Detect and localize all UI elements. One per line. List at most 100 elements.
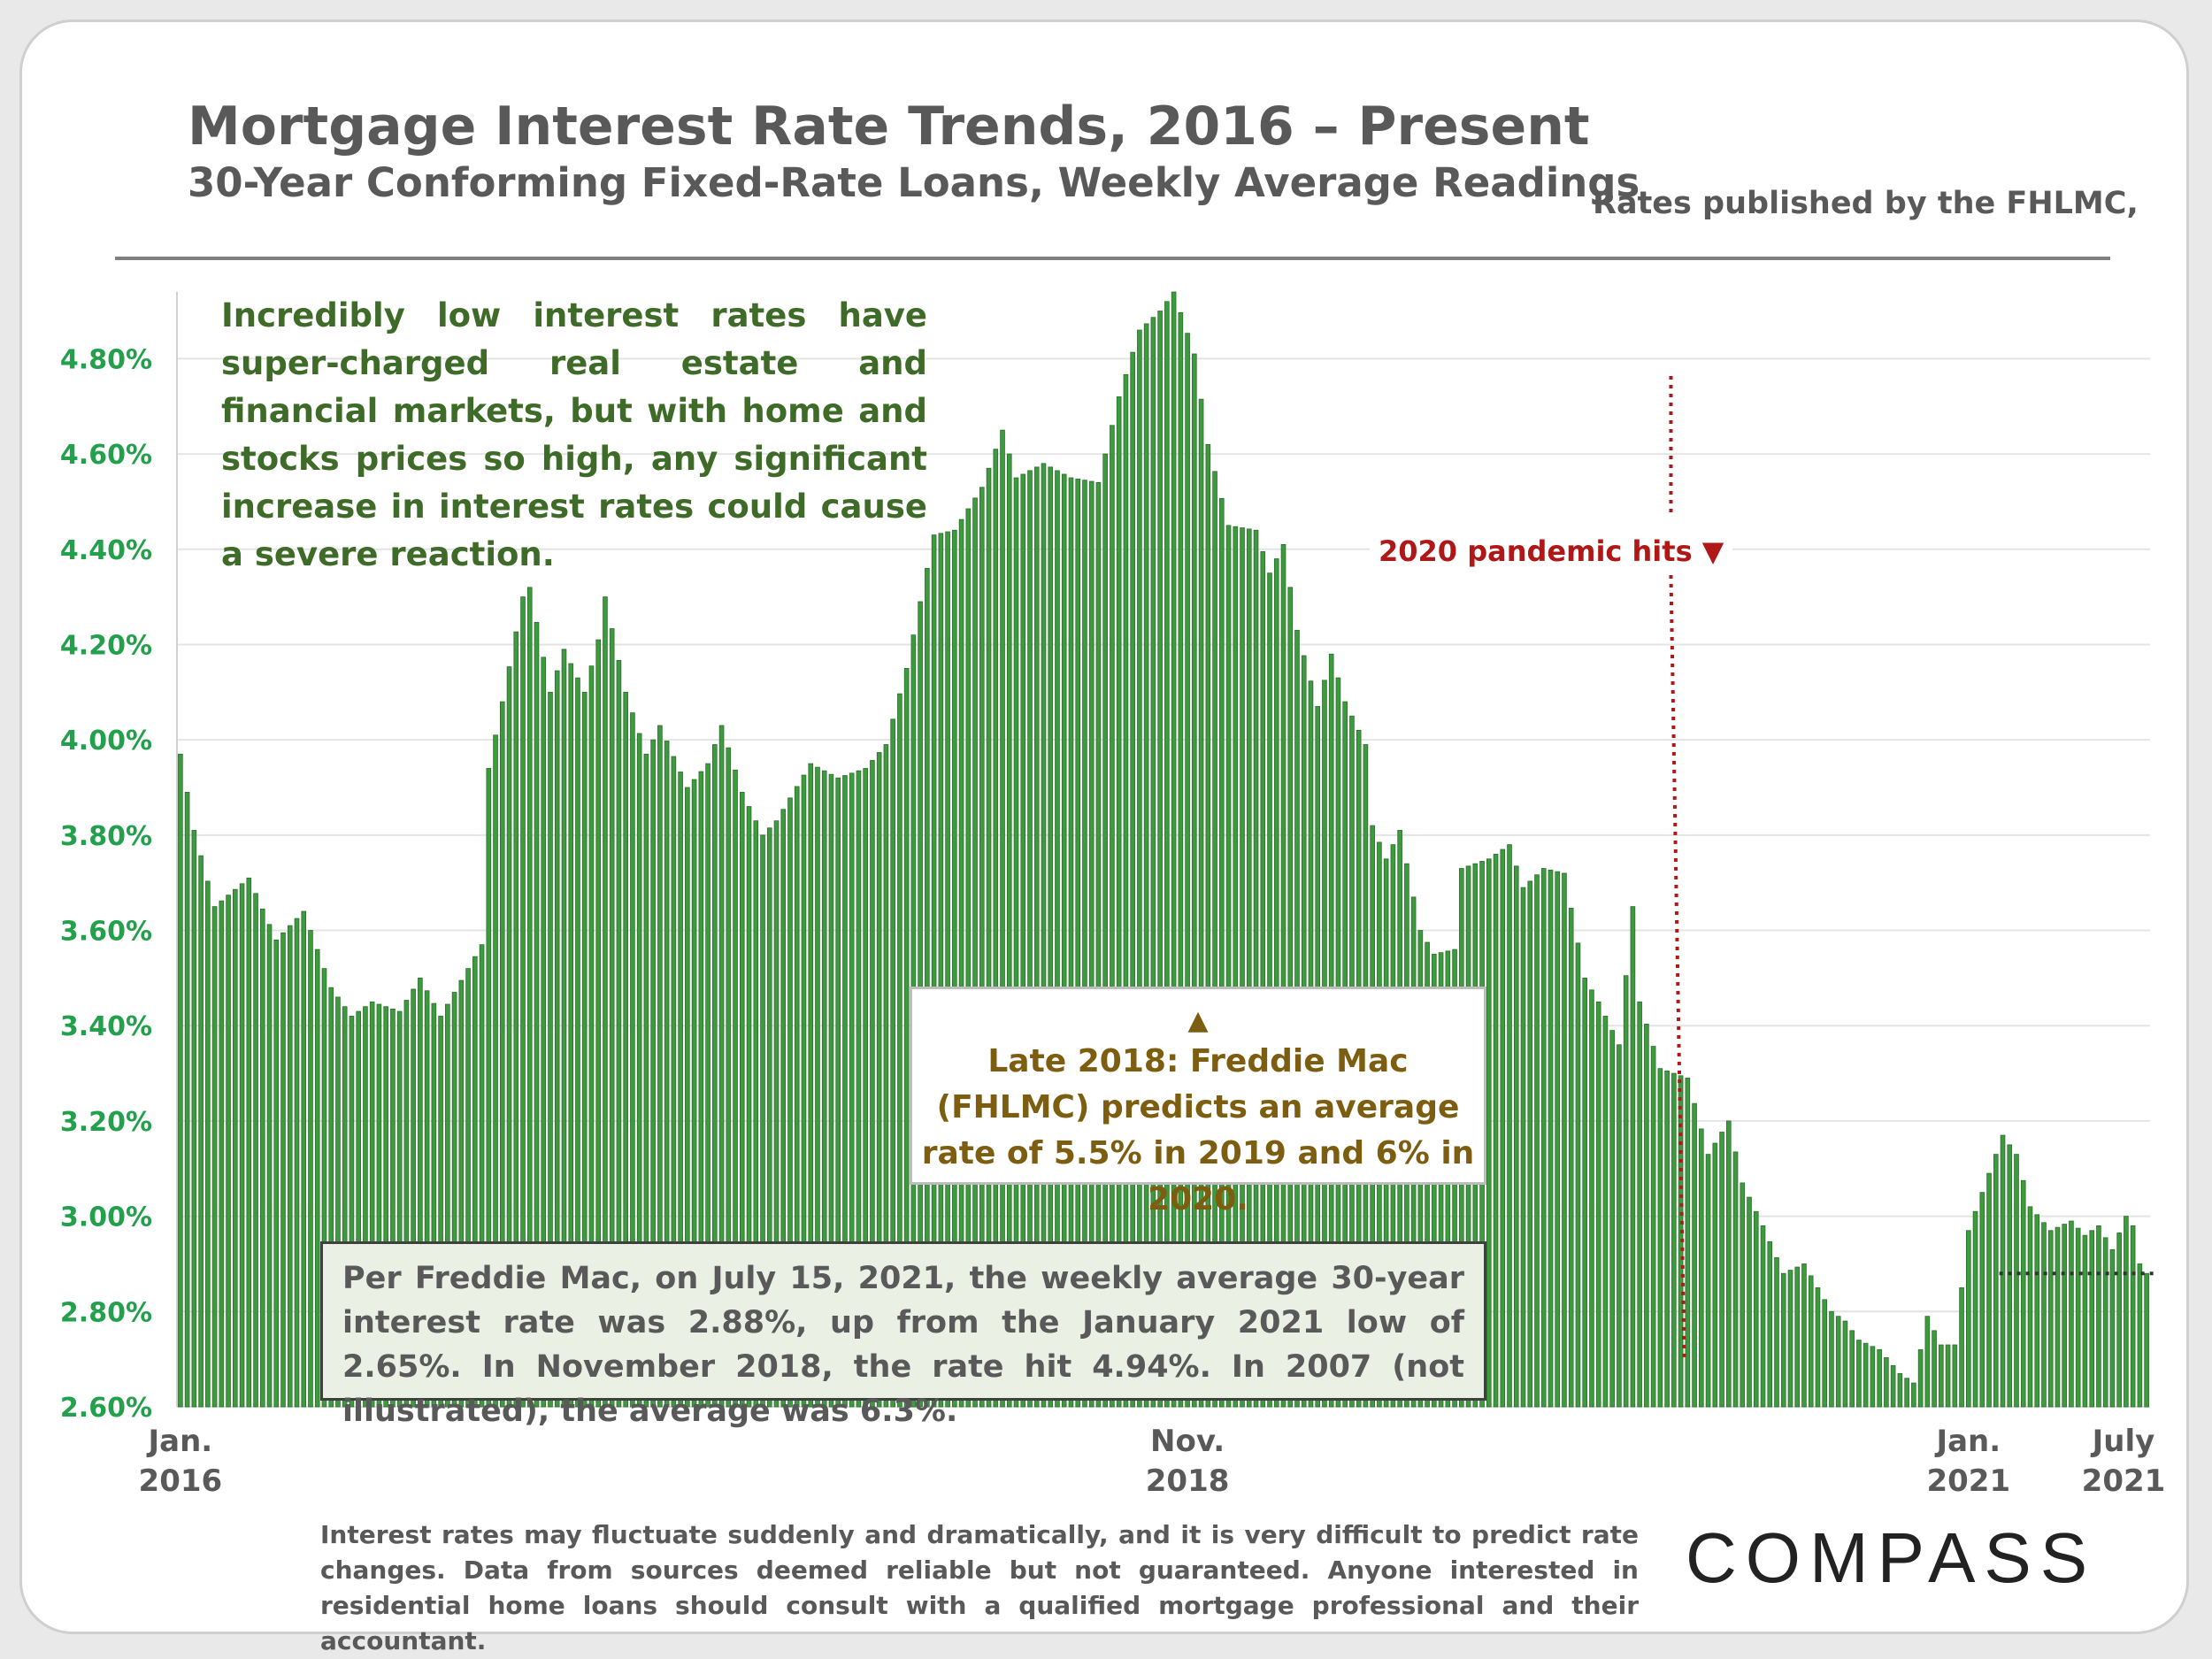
rate-bar	[266, 924, 273, 1408]
rate-bar	[1897, 1372, 1903, 1408]
y-tick-label: 2.60%	[60, 1393, 152, 1424]
rate-bar	[2082, 1234, 2088, 1408]
rate-bar	[1705, 1154, 1711, 1408]
rate-bar	[1767, 1240, 1773, 1408]
rate-bar	[438, 1016, 443, 1408]
rate-bar	[740, 791, 745, 1408]
rate-bar	[808, 763, 814, 1408]
rate-bar	[952, 529, 957, 1408]
rate-bar	[1692, 1102, 1697, 1408]
rate-bar	[1794, 1266, 1801, 1408]
rate-bar	[1198, 398, 1204, 1408]
rate-bar	[2014, 1154, 2019, 1408]
x-tick-label: 2016	[139, 1463, 223, 1499]
rate-bar	[2047, 1230, 2054, 1408]
rate-bar	[1562, 872, 1567, 1408]
y-tick-label: 3.40%	[60, 1011, 152, 1042]
rate-bar	[554, 670, 560, 1408]
rate-bar	[1726, 1120, 1732, 1408]
rate-bar	[1110, 425, 1115, 1408]
rate-bar	[1150, 317, 1156, 1408]
rate-bar	[595, 639, 601, 1408]
rate-bar	[2041, 1222, 2047, 1408]
rate-bar	[1130, 351, 1135, 1408]
rate-bar	[931, 534, 937, 1408]
rate-bar	[1747, 1196, 1752, 1408]
rate-bar	[2116, 1233, 2122, 1408]
rate-bar	[308, 930, 313, 1408]
x-tick-label: 2018	[1146, 1463, 1230, 1499]
rate-bar	[239, 883, 245, 1408]
rate-bar	[1055, 470, 1060, 1408]
rate-bar	[787, 797, 793, 1408]
rate-bar	[1911, 1382, 1916, 1408]
rate-bar	[760, 834, 765, 1408]
rate-bar	[1959, 1286, 1964, 1408]
rate-bar	[1644, 1024, 1649, 1408]
rate-bar	[2109, 1248, 2116, 1408]
rate-bar	[986, 467, 992, 1408]
rate-bar	[1609, 1030, 1615, 1408]
rate-bar	[1013, 477, 1019, 1408]
compass-logo: COMPASS	[1686, 1518, 2097, 1597]
rate-bar	[1048, 466, 1054, 1408]
rate-bar	[842, 775, 848, 1408]
rate-bar	[780, 809, 787, 1408]
rate-bar	[2137, 1263, 2143, 1408]
rate-bar	[1870, 1346, 1876, 1408]
rate-bar	[246, 877, 252, 1408]
rate-bar	[1856, 1340, 1862, 1408]
rate-bar	[335, 996, 341, 1408]
rate-bar	[801, 774, 807, 1408]
rate-bar	[280, 932, 286, 1408]
rate-bar	[1877, 1348, 1882, 1408]
rate-bar	[568, 663, 574, 1408]
rate-bar	[363, 1006, 368, 1408]
rate-bar	[2130, 1225, 2136, 1408]
rate-bar	[561, 649, 567, 1408]
rate-bar	[664, 741, 670, 1408]
rate-bar	[1006, 453, 1012, 1408]
rate-bar	[2089, 1230, 2094, 1408]
rate-bar	[1808, 1275, 1814, 1408]
rate-bar	[376, 1003, 382, 1408]
rate-bar	[1685, 1078, 1691, 1408]
rate-bar	[1253, 529, 1259, 1408]
rate-bar	[211, 906, 218, 1408]
rate-bar	[1095, 481, 1102, 1408]
rate-bar	[1178, 311, 1184, 1408]
rate-bar	[499, 701, 505, 1408]
rate-bar	[253, 893, 258, 1408]
rate-bar	[705, 763, 710, 1408]
y-tick-label: 4.80%	[60, 344, 152, 375]
rate-bar	[1233, 526, 1239, 1408]
rate-bar	[1513, 865, 1519, 1408]
rate-bar	[1164, 301, 1170, 1408]
rate-bar	[259, 908, 265, 1408]
rate-bar	[1033, 466, 1040, 1408]
rate-bar	[2075, 1227, 2081, 1408]
rate-bar	[403, 1000, 410, 1408]
rate-bar	[445, 1003, 450, 1408]
fhlmc-prediction-text: Late 2018: Freddie Mac (FHLMC) predicts …	[921, 1043, 1475, 1217]
rate-bar	[1589, 989, 1594, 1408]
rate-bar	[1082, 480, 1087, 1408]
x-tick-label: 2021	[1926, 1463, 2010, 1499]
rate-bar	[458, 979, 465, 1408]
rate-bar	[2096, 1225, 2101, 1408]
rate-bar	[314, 949, 320, 1408]
rate-bar	[766, 827, 772, 1408]
rate-bar	[1575, 942, 1581, 1408]
y-tick-label: 4.60%	[60, 440, 152, 471]
down-triangle-icon: ▼	[1701, 534, 1724, 568]
rate-bar	[548, 691, 553, 1408]
rate-bar	[821, 770, 827, 1408]
rate-bar	[746, 806, 752, 1408]
rate-bar	[678, 772, 683, 1408]
rate-bar	[979, 487, 985, 1408]
rate-bar	[342, 1006, 348, 1408]
rate-bar	[1863, 1342, 1869, 1408]
rate-bar	[1568, 908, 1574, 1408]
y-tick-label: 3.00%	[60, 1202, 152, 1233]
rate-bar	[411, 988, 416, 1408]
